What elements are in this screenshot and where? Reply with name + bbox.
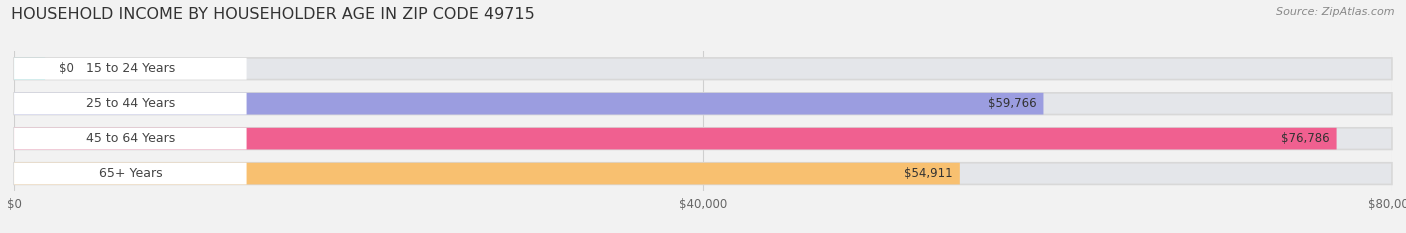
Text: 45 to 64 Years: 45 to 64 Years — [86, 132, 174, 145]
Text: $0: $0 — [59, 62, 73, 75]
FancyBboxPatch shape — [14, 163, 960, 185]
Text: 15 to 24 Years: 15 to 24 Years — [86, 62, 174, 75]
Text: 25 to 44 Years: 25 to 44 Years — [86, 97, 174, 110]
Text: 65+ Years: 65+ Years — [98, 167, 162, 180]
Text: $59,766: $59,766 — [988, 97, 1036, 110]
FancyBboxPatch shape — [14, 128, 1392, 150]
FancyBboxPatch shape — [14, 128, 246, 150]
FancyBboxPatch shape — [14, 93, 1392, 115]
FancyBboxPatch shape — [14, 58, 246, 80]
FancyBboxPatch shape — [14, 58, 45, 80]
Text: Source: ZipAtlas.com: Source: ZipAtlas.com — [1277, 7, 1395, 17]
Text: HOUSEHOLD INCOME BY HOUSEHOLDER AGE IN ZIP CODE 49715: HOUSEHOLD INCOME BY HOUSEHOLDER AGE IN Z… — [11, 7, 536, 22]
Text: $54,911: $54,911 — [904, 167, 953, 180]
Text: $76,786: $76,786 — [1281, 132, 1330, 145]
FancyBboxPatch shape — [14, 163, 246, 185]
FancyBboxPatch shape — [14, 58, 1392, 80]
FancyBboxPatch shape — [14, 163, 1392, 185]
FancyBboxPatch shape — [14, 128, 1337, 150]
FancyBboxPatch shape — [14, 93, 246, 115]
FancyBboxPatch shape — [14, 93, 1043, 115]
